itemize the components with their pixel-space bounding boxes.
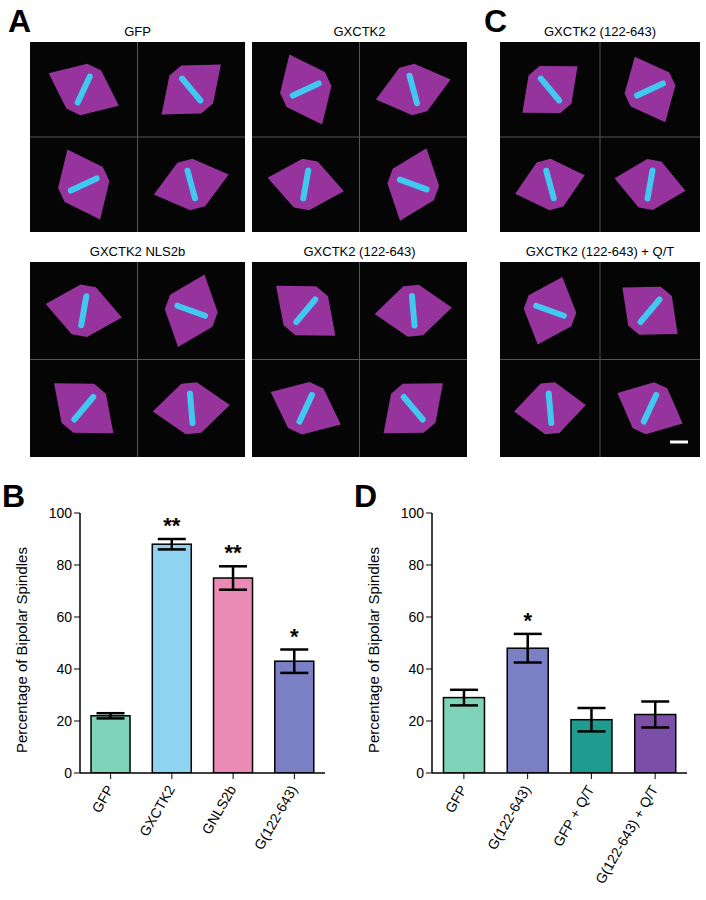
svg-text:GFP: GFP	[124, 24, 151, 39]
svg-text:GXCTK2 (122-643): GXCTK2 (122-643)	[544, 24, 656, 39]
svg-text:GXCTK2 NLS2b: GXCTK2 NLS2b	[90, 244, 185, 259]
svg-text:40: 40	[408, 661, 424, 677]
svg-text:Percentage of Bipolar Spindles: Percentage of Bipolar Spindles	[13, 547, 30, 753]
svg-text:G(122-643): G(122-643)	[484, 783, 534, 853]
svg-text:C: C	[484, 3, 507, 39]
svg-text:60: 60	[56, 609, 72, 625]
svg-text:80: 80	[408, 557, 424, 573]
svg-text:100: 100	[401, 505, 425, 521]
svg-text:GFP: GFP	[442, 783, 470, 816]
html-text:D: D	[354, 478, 378, 514]
svg-text:80: 80	[56, 557, 72, 573]
svg-text:GXCTK2: GXCTK2	[333, 24, 385, 39]
svg-text:**: **	[224, 540, 242, 565]
svg-text:0: 0	[64, 765, 72, 781]
svg-text:20: 20	[408, 713, 424, 729]
svg-text:G(122-643) + Q/T: G(122-643) + Q/T	[592, 782, 662, 886]
svg-text:60: 60	[408, 609, 424, 625]
html-text:B: B	[2, 478, 26, 514]
svg-text:Percentage of Bipolar Spindles: Percentage of Bipolar Spindles	[365, 547, 382, 753]
svg-text:GXCTK2: GXCTK2	[136, 782, 178, 839]
svg-text:A: A	[8, 3, 31, 39]
svg-text:GXCTK2 (122-643) + Q/T: GXCTK2 (122-643) + Q/T	[526, 244, 675, 259]
svg-text:40: 40	[56, 661, 72, 677]
svg-text:20: 20	[56, 713, 72, 729]
svg-text:G(122-643): G(122-643)	[251, 783, 301, 853]
svg-text:*: *	[290, 624, 299, 649]
svg-text:100: 100	[49, 505, 73, 521]
svg-text:GFP + Q/T: GFP + Q/T	[550, 782, 598, 849]
svg-text:**: **	[163, 513, 181, 538]
svg-text:GFP: GFP	[88, 783, 116, 816]
svg-text:0: 0	[416, 765, 424, 781]
svg-text:GNLS2b: GNLS2b	[198, 782, 239, 837]
svg-text:*: *	[523, 608, 532, 633]
svg-text:GXCTK2 (122-643): GXCTK2 (122-643)	[304, 244, 416, 259]
